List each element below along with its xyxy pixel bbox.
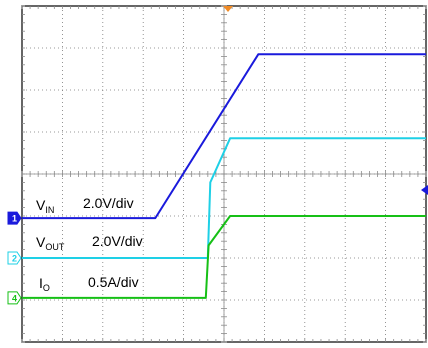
io-marker-shape bbox=[7, 291, 22, 305]
io-scale-label: 0.5A/div bbox=[88, 274, 139, 290]
vin-trace bbox=[22, 53, 426, 220]
trigger-time-marker bbox=[223, 6, 233, 12]
vin-channel-marker: 1 bbox=[7, 211, 22, 225]
vout-marker-label: 2 bbox=[12, 254, 17, 264]
vout-scale-label: 2.0V/div bbox=[92, 233, 143, 249]
vout-annotation: VOUT 2.0V/div bbox=[36, 233, 143, 252]
vin-label-sub: IN bbox=[45, 205, 54, 215]
channel-markers: 1 2 4 bbox=[7, 211, 22, 305]
vin-annotation: VIN 2.0V/div bbox=[36, 195, 134, 215]
vin-marker-label: 1 bbox=[12, 214, 17, 224]
svg-text:IO: IO bbox=[39, 275, 50, 293]
vin-scale-label: 2.0V/div bbox=[83, 195, 134, 211]
io-trace bbox=[22, 215, 426, 299]
io-marker-label: 4 bbox=[12, 293, 17, 303]
vout-marker-shape bbox=[7, 251, 22, 265]
vout-trace bbox=[22, 137, 426, 259]
vout-label-sub: OUT bbox=[45, 242, 65, 252]
vout-channel-marker: 2 bbox=[7, 251, 22, 265]
io-label-main: I bbox=[39, 275, 43, 291]
vin-label-main: V bbox=[36, 197, 46, 213]
svg-text:VIN: VIN bbox=[36, 197, 54, 215]
vin-marker-shape bbox=[7, 211, 22, 225]
vout-label-main: V bbox=[36, 234, 46, 250]
graticule bbox=[21, 5, 427, 343]
waveform-traces bbox=[22, 53, 426, 299]
io-annotation: IO 0.5A/div bbox=[39, 274, 139, 293]
svg-text:VOUT: VOUT bbox=[36, 234, 65, 252]
trigger-level-marker bbox=[421, 185, 428, 195]
io-label-sub: O bbox=[43, 283, 50, 293]
io-channel-marker: 4 bbox=[7, 291, 22, 305]
